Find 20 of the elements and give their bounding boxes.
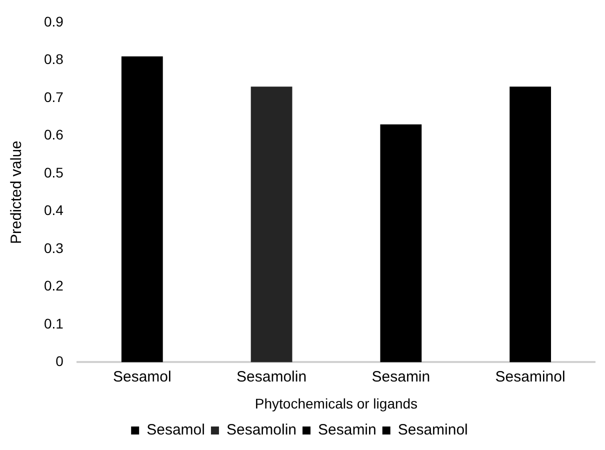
legend-label: Sesaminol [398, 422, 468, 439]
y-tick-label: 0.2 [44, 278, 64, 294]
y-tick-label: 0.6 [44, 126, 64, 143]
y-tick-label: 0.8 [44, 51, 64, 68]
y-tick-label: 0.4 [44, 202, 64, 218]
y-axis-title: Predicted value [8, 140, 26, 244]
x-tick-label: Sesamolin [236, 368, 307, 386]
x-tick-label: Sesamin [372, 368, 430, 386]
y-tick-label: 0.9 [44, 13, 64, 30]
legend-label: Sesamolin [226, 422, 297, 439]
y-tick-label: 0.5 [44, 164, 64, 180]
y-tick-label: 0 [56, 353, 64, 370]
x-tick-label: Sesaminol [495, 368, 566, 386]
y-tick-label: 0.7 [44, 88, 64, 105]
legend-label: Sesamin [318, 422, 376, 439]
x-tick-label: Sesamol [112, 368, 172, 386]
y-tick-label: 0.1 [44, 315, 64, 332]
legend-label: Sesamol [146, 422, 205, 439]
y-tick-label: 0.3 [44, 240, 64, 256]
x-axis-title: Phytochemicals or ligands [254, 395, 418, 412]
